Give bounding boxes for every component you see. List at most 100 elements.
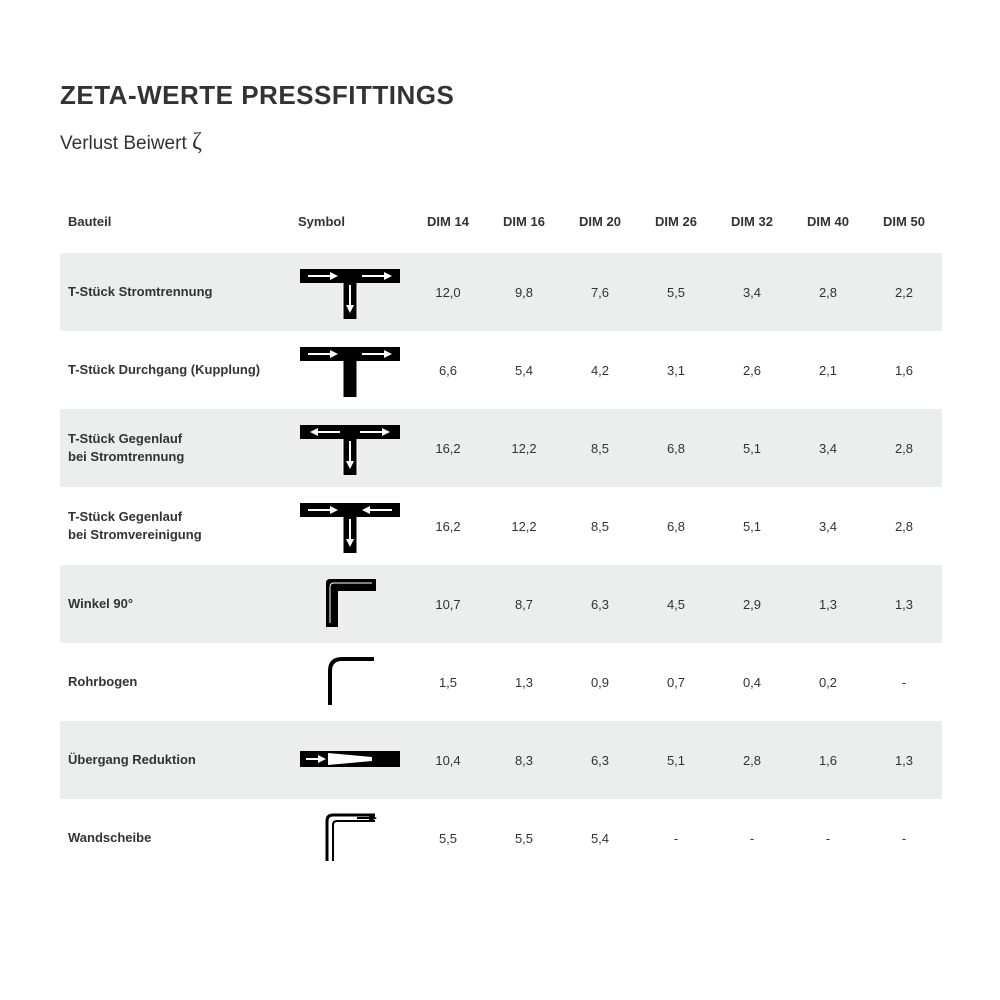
col-dim16: DIM 16	[486, 204, 562, 253]
cell-symbol	[290, 721, 410, 799]
zeta-symbol: ζ	[192, 129, 202, 155]
cell-value: 6,3	[562, 565, 638, 643]
cell-value: 2,6	[714, 331, 790, 409]
table-header-row: Bauteil Symbol DIM 14 DIM 16 DIM 20 DIM …	[60, 204, 942, 253]
cell-value: 5,1	[714, 409, 790, 487]
cell-value: 5,5	[486, 799, 562, 877]
cell-value: 1,6	[866, 331, 942, 409]
cell-value: 12,2	[486, 487, 562, 565]
cell-bauteil: T-Stück Durchgang (Kupplung)	[60, 331, 290, 409]
cell-value: 6,8	[638, 487, 714, 565]
cell-value: 1,6	[790, 721, 866, 799]
cell-value: 8,3	[486, 721, 562, 799]
cell-value: 9,8	[486, 253, 562, 331]
col-dim32: DIM 32	[714, 204, 790, 253]
page-title: ZETA-WERTE PRESSFITTINGS	[60, 80, 940, 111]
col-dim26: DIM 26	[638, 204, 714, 253]
cell-value: 3,1	[638, 331, 714, 409]
cell-symbol	[290, 331, 410, 409]
cell-value: 6,6	[410, 331, 486, 409]
cell-value: 2,8	[866, 409, 942, 487]
col-dim50: DIM 50	[866, 204, 942, 253]
page-subtitle: Verlust Beiwert ζ	[60, 129, 940, 156]
cell-value: -	[866, 643, 942, 721]
table-row: Winkel 90°10,78,76,34,52,91,31,3	[60, 565, 942, 643]
col-dim20: DIM 20	[562, 204, 638, 253]
table-row: T-Stück Stromtrennung 12,09,87,65,53,42,8…	[60, 253, 942, 331]
table-row: T-Stück Gegenlaufbei Stromtrennung 16,212…	[60, 409, 942, 487]
cell-value: 1,3	[866, 565, 942, 643]
cell-bauteil: Übergang Reduktion	[60, 721, 290, 799]
col-bauteil: Bauteil	[60, 204, 290, 253]
subtitle-prefix: Verlust Beiwert	[60, 133, 192, 154]
cell-value: 5,1	[714, 487, 790, 565]
cell-bauteil: T-Stück Stromtrennung	[60, 253, 290, 331]
cell-value: 2,1	[790, 331, 866, 409]
table-row: Wandscheibe5,55,55,4----	[60, 799, 942, 877]
cell-bauteil: T-Stück Gegenlaufbei Stromvereinigung	[60, 487, 290, 565]
cell-value: 0,7	[638, 643, 714, 721]
cell-value: 5,4	[562, 799, 638, 877]
table-row: T-Stück Durchgang (Kupplung) 6,65,44,23,1…	[60, 331, 942, 409]
fitting-symbol-icon	[315, 809, 385, 865]
cell-value: 6,8	[638, 409, 714, 487]
cell-value: -	[638, 799, 714, 877]
cell-value: 5,5	[410, 799, 486, 877]
cell-value: 1,3	[866, 721, 942, 799]
cell-value: 3,4	[790, 409, 866, 487]
cell-value: 4,2	[562, 331, 638, 409]
fitting-symbol-icon	[300, 747, 400, 771]
cell-symbol	[290, 487, 410, 565]
cell-symbol	[290, 799, 410, 877]
cell-value: -	[790, 799, 866, 877]
fitting-symbol-icon	[300, 263, 400, 319]
fitting-symbol-icon	[320, 575, 380, 631]
col-dim14: DIM 14	[410, 204, 486, 253]
fitting-symbol-icon	[300, 341, 400, 397]
cell-value: 12,0	[410, 253, 486, 331]
cell-value: 2,2	[866, 253, 942, 331]
cell-value: 1,3	[790, 565, 866, 643]
cell-bauteil: Winkel 90°	[60, 565, 290, 643]
fitting-symbol-icon	[300, 497, 400, 553]
cell-value: 12,2	[486, 409, 562, 487]
col-symbol: Symbol	[290, 204, 410, 253]
cell-value: 1,5	[410, 643, 486, 721]
cell-value: 6,3	[562, 721, 638, 799]
table-row: Übergang Reduktion 10,48,36,35,12,81,61,3	[60, 721, 942, 799]
cell-value: -	[714, 799, 790, 877]
cell-value: 7,6	[562, 253, 638, 331]
cell-value: 16,2	[410, 487, 486, 565]
cell-value: 2,9	[714, 565, 790, 643]
cell-symbol	[290, 253, 410, 331]
cell-bauteil: T-Stück Gegenlaufbei Stromtrennung	[60, 409, 290, 487]
cell-value: 8,5	[562, 409, 638, 487]
col-dim40: DIM 40	[790, 204, 866, 253]
cell-value: 3,4	[714, 253, 790, 331]
cell-value: 10,4	[410, 721, 486, 799]
cell-value: 8,7	[486, 565, 562, 643]
cell-value: 0,2	[790, 643, 866, 721]
cell-value: 10,7	[410, 565, 486, 643]
cell-symbol	[290, 409, 410, 487]
cell-value: 16,2	[410, 409, 486, 487]
cell-symbol	[290, 643, 410, 721]
cell-value: 5,1	[638, 721, 714, 799]
cell-bauteil: Rohrbogen	[60, 643, 290, 721]
cell-bauteil: Wandscheibe	[60, 799, 290, 877]
cell-value: 5,5	[638, 253, 714, 331]
cell-value: 2,8	[790, 253, 866, 331]
cell-value: 1,3	[486, 643, 562, 721]
cell-value: 0,9	[562, 643, 638, 721]
cell-value: 2,8	[714, 721, 790, 799]
table-row: T-Stück Gegenlaufbei Stromvereinigung 16,…	[60, 487, 942, 565]
fitting-symbol-icon	[320, 653, 380, 709]
cell-value: 2,8	[866, 487, 942, 565]
cell-value: 5,4	[486, 331, 562, 409]
table-row: Rohrbogen 1,51,30,90,70,40,2-	[60, 643, 942, 721]
cell-value: 8,5	[562, 487, 638, 565]
cell-value: 3,4	[790, 487, 866, 565]
cell-value: 0,4	[714, 643, 790, 721]
cell-value: -	[866, 799, 942, 877]
cell-value: 4,5	[638, 565, 714, 643]
